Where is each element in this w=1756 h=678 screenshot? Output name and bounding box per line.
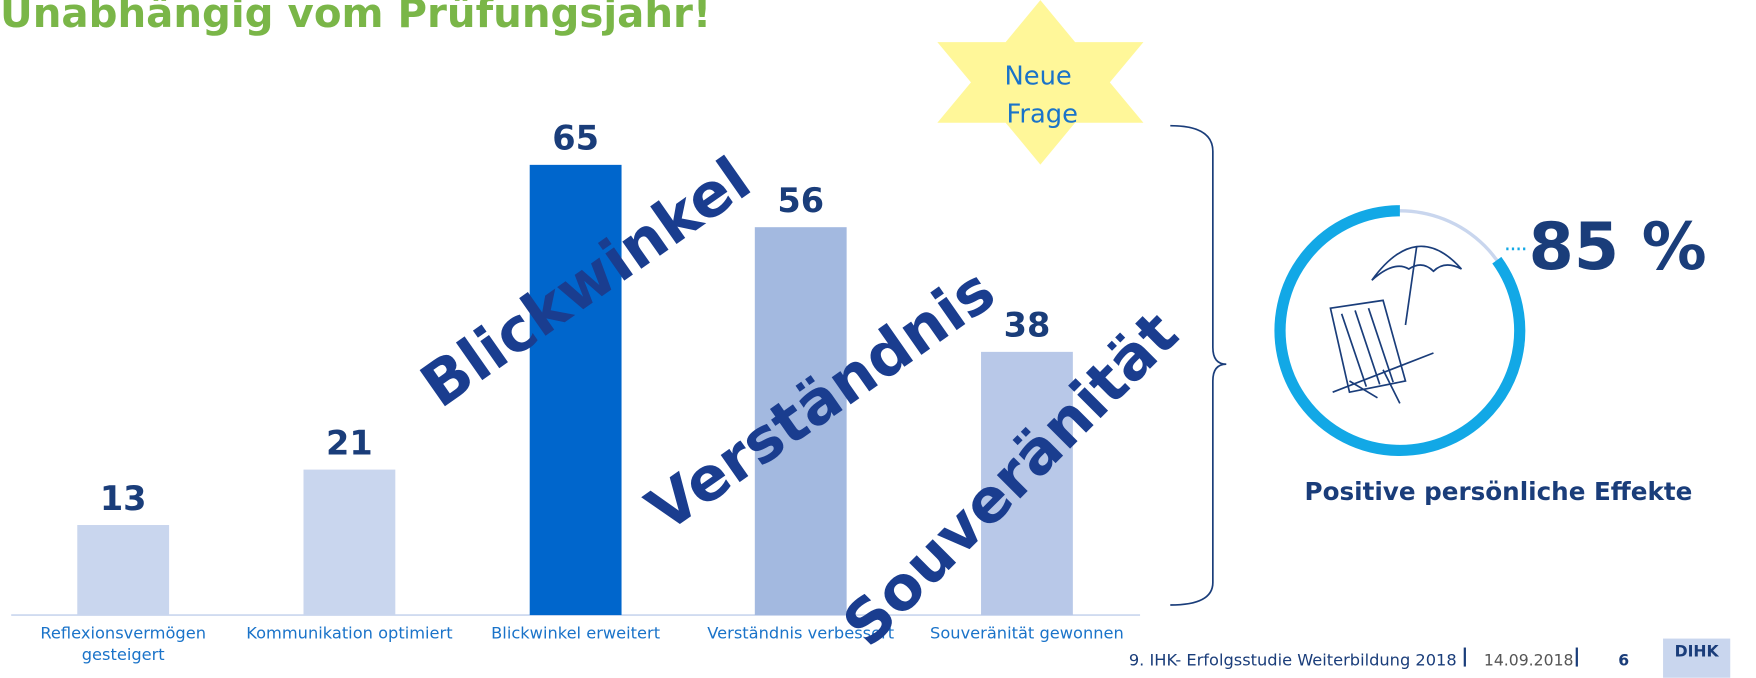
bar — [754, 227, 847, 616]
x-tick-label-box: Souveränität gewonnen — [930, 625, 1124, 644]
x-tick-label: Souveränität gewonnen — [930, 625, 1124, 644]
brace — [1170, 124, 1227, 606]
data-label: 13 — [100, 479, 147, 518]
x-tick-label-box: Kommunikation optimiert — [246, 625, 453, 644]
x-tick-label: Blickwinkel erweitert — [491, 625, 661, 644]
gauge-arc — [1274, 205, 1526, 457]
logo: DIHK — [1675, 642, 1720, 661]
x-tick-label-box: Reflexionsvermögen gesteigert — [40, 625, 206, 665]
data-label: 65 — [552, 119, 599, 158]
data-label: 38 — [1004, 306, 1051, 345]
footer-text: 9. IHK- Erfolgsstudie Weiterbildung 2018 — [1129, 650, 1457, 669]
chart-title: Unabhängig vom Prüfungsjahr! — [0, 0, 711, 37]
gauge-label: Positive persönliche Effekte — [1305, 477, 1693, 506]
bar — [77, 525, 170, 616]
page-number: 6 — [1618, 650, 1629, 669]
bar — [981, 351, 1073, 616]
beach-chair-icon — [1329, 245, 1463, 404]
data-label: 21 — [326, 423, 373, 462]
footer-date: 14.09.2018 — [1484, 650, 1574, 669]
star-label: Neue Frage — [998, 61, 1078, 129]
data-label: 56 — [777, 181, 824, 220]
x-tick-label: Kommunikation optimiert — [246, 625, 453, 644]
gauge-value: 85 % — [1529, 210, 1707, 285]
x-tick-label: Reflexionsvermögen gesteigert — [40, 625, 206, 665]
x-tick-label-box: Blickwinkel erweitert — [491, 625, 661, 644]
x-tick-label-box: Verständnis verbessert — [707, 625, 895, 644]
x-tick-label: Verständnis verbessert — [707, 625, 895, 644]
star — [937, 0, 1144, 165]
logo-box — [1663, 638, 1731, 678]
bar — [303, 469, 396, 616]
bar — [529, 164, 622, 616]
